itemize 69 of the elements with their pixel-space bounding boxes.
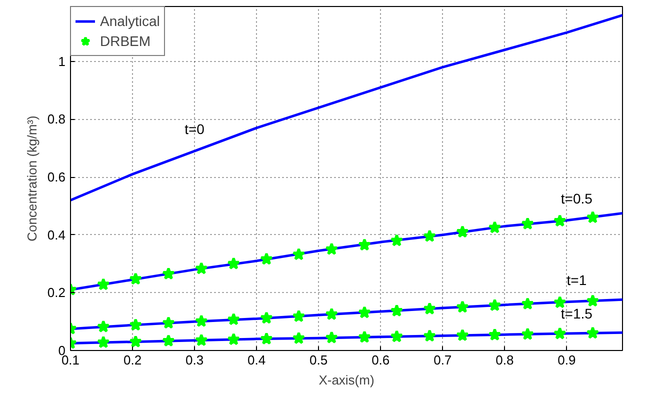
x-tick-label: 0.2 <box>123 352 142 368</box>
point <box>227 257 240 270</box>
point <box>292 248 306 260</box>
x-tick-label: 0.4 <box>248 352 266 368</box>
point <box>553 214 566 227</box>
point <box>227 332 240 346</box>
point <box>194 314 208 328</box>
annotation: t=1 <box>566 272 587 288</box>
point <box>456 328 469 342</box>
point <box>325 242 338 256</box>
x-tick-label: 0.6 <box>372 352 390 368</box>
point <box>488 220 502 234</box>
point <box>162 316 175 329</box>
point <box>521 217 534 230</box>
point <box>194 334 208 346</box>
y-tick-label: 1 <box>58 54 66 69</box>
point <box>96 320 110 332</box>
point <box>423 302 436 315</box>
point <box>456 300 469 313</box>
x-tick-label: 0.3 <box>186 352 204 368</box>
point <box>227 312 240 326</box>
point <box>96 278 110 290</box>
point <box>358 330 371 343</box>
point <box>194 262 208 274</box>
point <box>586 326 600 339</box>
point <box>488 328 502 341</box>
point <box>358 306 371 318</box>
point <box>390 234 404 246</box>
point <box>521 328 534 340</box>
point <box>358 238 371 251</box>
point <box>390 304 404 317</box>
x-tick-label: 0.5 <box>310 352 328 368</box>
y-tick-label: 0.2 <box>47 285 66 300</box>
x-tick-label: 0.8 <box>496 352 514 368</box>
point <box>488 298 502 312</box>
point <box>96 336 110 348</box>
x-tick-label: 0.9 <box>558 352 576 368</box>
point <box>586 210 600 224</box>
point <box>292 310 306 322</box>
annotation: t=1.5 <box>560 305 593 322</box>
point <box>162 334 175 347</box>
point <box>129 335 142 348</box>
legend-label: Analytical <box>100 13 160 29</box>
point <box>260 252 273 265</box>
point <box>423 230 436 242</box>
point <box>553 326 566 340</box>
point <box>260 332 273 345</box>
y-tick-label: 0.4 <box>47 227 66 242</box>
annotation: t=0.5 <box>560 190 593 206</box>
point <box>292 332 306 344</box>
annotation: t=0 <box>184 121 205 138</box>
point <box>423 329 436 342</box>
x-tick-label: 0.7 <box>434 352 452 368</box>
point <box>521 297 534 310</box>
point <box>586 294 600 307</box>
point <box>162 267 175 280</box>
legend-label: DRBEM <box>100 33 151 49</box>
x-axis-title: X-axis(m) <box>318 372 374 388</box>
point <box>553 296 566 308</box>
y-axis-title: Concentration (kg/m³) <box>24 116 40 242</box>
y-tick-label: 0.6 <box>47 170 66 185</box>
y-tick-label: 0.8 <box>47 112 66 127</box>
point <box>390 330 404 342</box>
point <box>129 272 142 285</box>
point <box>129 318 142 331</box>
point <box>325 331 338 344</box>
point <box>260 311 273 324</box>
point <box>325 308 338 320</box>
point <box>456 225 469 238</box>
